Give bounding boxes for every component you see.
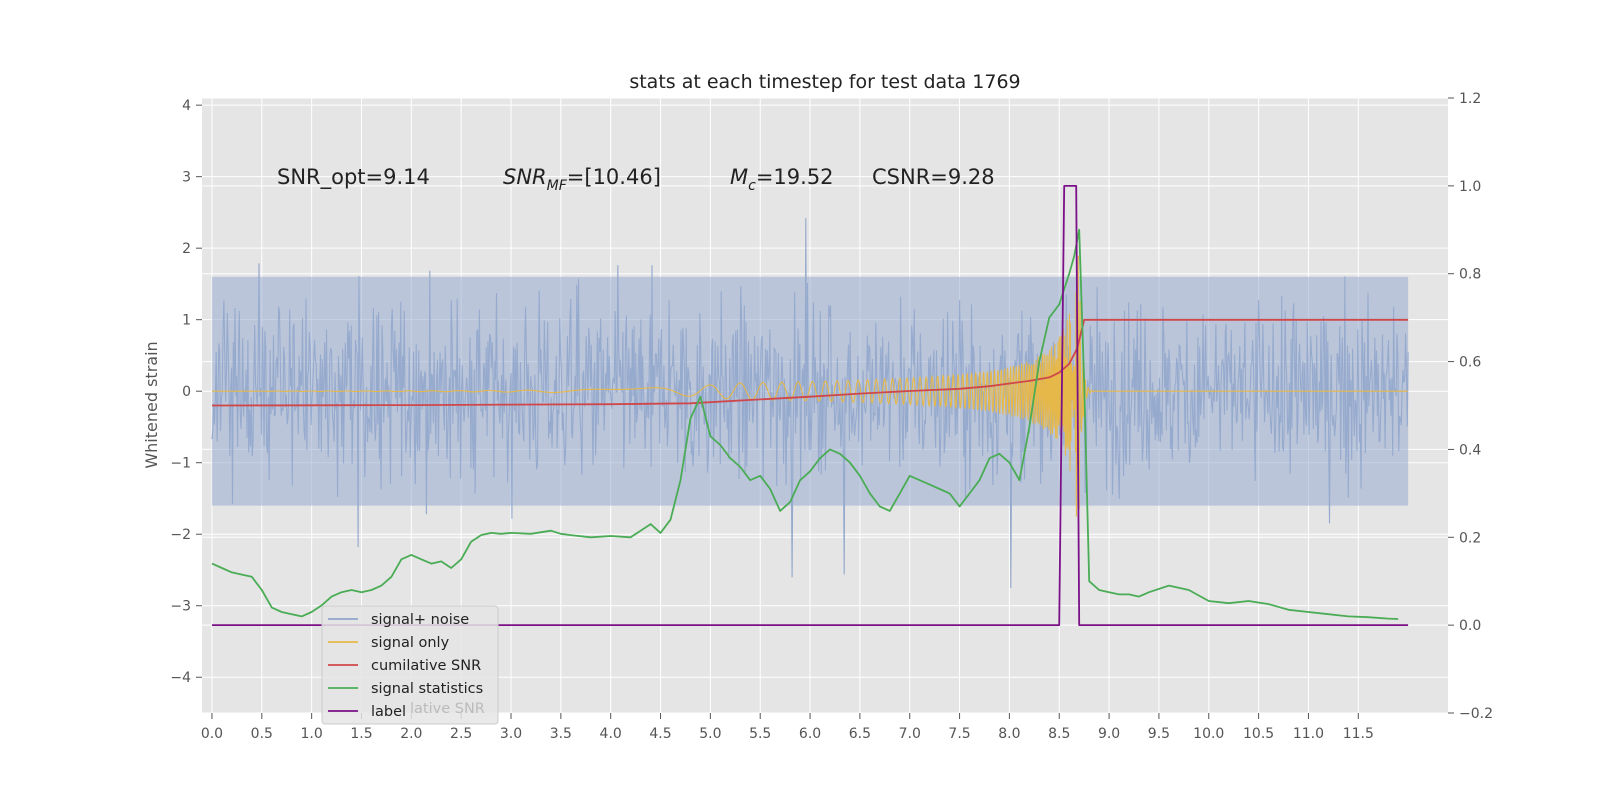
y2-tick-label: 0.0 xyxy=(1459,618,1481,634)
y2-tick-label: 0.8 xyxy=(1459,267,1481,283)
legend-label-signal-noise: signal+ noise xyxy=(371,612,469,628)
annotation-mc-value: =19.52 xyxy=(756,165,834,189)
x-tick-label: 8.5 xyxy=(1048,726,1070,742)
x-tick-label: 0.0 xyxy=(201,726,223,742)
x-tick-label: 2.0 xyxy=(400,726,422,742)
series-line-label xyxy=(212,185,1409,626)
y-tick-label: 1 xyxy=(182,313,191,329)
signal-only-line xyxy=(212,255,1409,517)
y-tick-label: −2 xyxy=(170,527,191,543)
y-tick-label: 2 xyxy=(182,241,191,257)
y-tick-label: −3 xyxy=(170,599,191,615)
legend-label-signal-statistics: signal statistics xyxy=(371,681,483,697)
x-tick-label: 10.5 xyxy=(1243,726,1274,742)
y2-tick-label: 0.2 xyxy=(1459,530,1481,546)
x-tick-label: 5.5 xyxy=(749,726,771,742)
annotation-snr-mf-sub: MF xyxy=(547,178,568,194)
chart-title: stats at each timestep for test data 176… xyxy=(629,71,1020,93)
series-line-signal-statistics xyxy=(211,228,1399,620)
line-series-group xyxy=(211,185,1409,626)
legend-label-label: label xyxy=(371,704,406,720)
x-tick-label: 0.5 xyxy=(251,726,273,742)
annotation-mc-sub: c xyxy=(748,178,756,194)
x-tick-label: 4.0 xyxy=(600,726,622,742)
y2-tick-label: 0.6 xyxy=(1459,355,1481,371)
legend-label-cumilative-snr: cumilative SNR xyxy=(371,658,481,674)
x-tick-label: 9.5 xyxy=(1148,726,1170,742)
annotation-snr-opt: SNR_opt=9.14 xyxy=(277,165,430,190)
legend-item-cumilative-snr: cumilative SNR xyxy=(328,658,481,674)
y-tick-label: 3 xyxy=(182,170,191,186)
y-tick-label: −4 xyxy=(170,670,191,686)
x-tick-label: 11.5 xyxy=(1343,726,1374,742)
x-tick-label: 3.5 xyxy=(550,726,572,742)
x-tick-label: 5.0 xyxy=(699,726,721,742)
legend: lative SNR signal+ noise signal only cum… xyxy=(321,605,499,725)
annotation-snr-mf: SNRMF=[10.46] xyxy=(503,165,661,194)
x-tick-label: 8.0 xyxy=(998,726,1020,742)
x-tick-label: 7.5 xyxy=(948,726,970,742)
legend-box xyxy=(321,605,499,725)
series-line-cumilative-snr xyxy=(211,318,1409,407)
legend-item-signal-only: signal only xyxy=(328,635,450,651)
annotation-snr-mf-main: SNR xyxy=(503,165,547,189)
y2-tick-label: 0.4 xyxy=(1459,442,1481,458)
y-tick-label: 4 xyxy=(182,98,191,114)
y2-tick-label: 1.0 xyxy=(1459,179,1481,195)
legend-item-signal-statistics: signal statistics xyxy=(328,681,483,697)
annotation-mc: Mc=19.52 xyxy=(730,165,834,194)
y-tick-label: −1 xyxy=(170,456,191,472)
x-tick-label: 1.0 xyxy=(301,726,323,742)
y-tick-label: 0 xyxy=(182,384,191,400)
x-tick-label: 10.0 xyxy=(1193,726,1224,742)
annotation-mc-main: M xyxy=(730,165,748,189)
x-tick-label: 3.0 xyxy=(500,726,522,742)
signal-only-series xyxy=(212,255,1409,517)
legend-item-label: label xyxy=(328,704,406,720)
axes: 0.0 0.5 1.0 1.5 2.0 2.5 3.0 3.5 4.0 4.5 5.0 5.5 6.0 6… xyxy=(170,91,1493,742)
x-tick-label: 2.5 xyxy=(450,726,472,742)
x-tick-label: 11.0 xyxy=(1293,726,1324,742)
y2-tick-label: −0.2 xyxy=(1459,706,1493,722)
x-tick-label: 1.5 xyxy=(350,726,372,742)
legend-item-signal-noise: signal+ noise xyxy=(328,612,469,628)
x-tick-label: 6.0 xyxy=(799,726,821,742)
x-tick-label: 9.0 xyxy=(1098,726,1120,742)
y-axis-label: Whitened strain xyxy=(142,341,161,468)
annotation-csnr: CSNR=9.28 xyxy=(872,165,995,189)
x-tick-label: 7.0 xyxy=(899,726,921,742)
plot-area xyxy=(211,185,1409,626)
legend-label-signal-only: signal only xyxy=(371,635,450,651)
annotation-snr-mf-value: =[10.46] xyxy=(567,165,661,189)
x-tick-label: 6.5 xyxy=(849,726,871,742)
annotations: SNR_opt=9.14 SNRMF=[10.46] Mc=19.52 CSNR… xyxy=(277,165,995,194)
legend-ghost-text: lative SNR xyxy=(410,701,485,717)
x-tick-label: 4.5 xyxy=(649,726,671,742)
y2-tick-label: 1.2 xyxy=(1459,91,1481,107)
